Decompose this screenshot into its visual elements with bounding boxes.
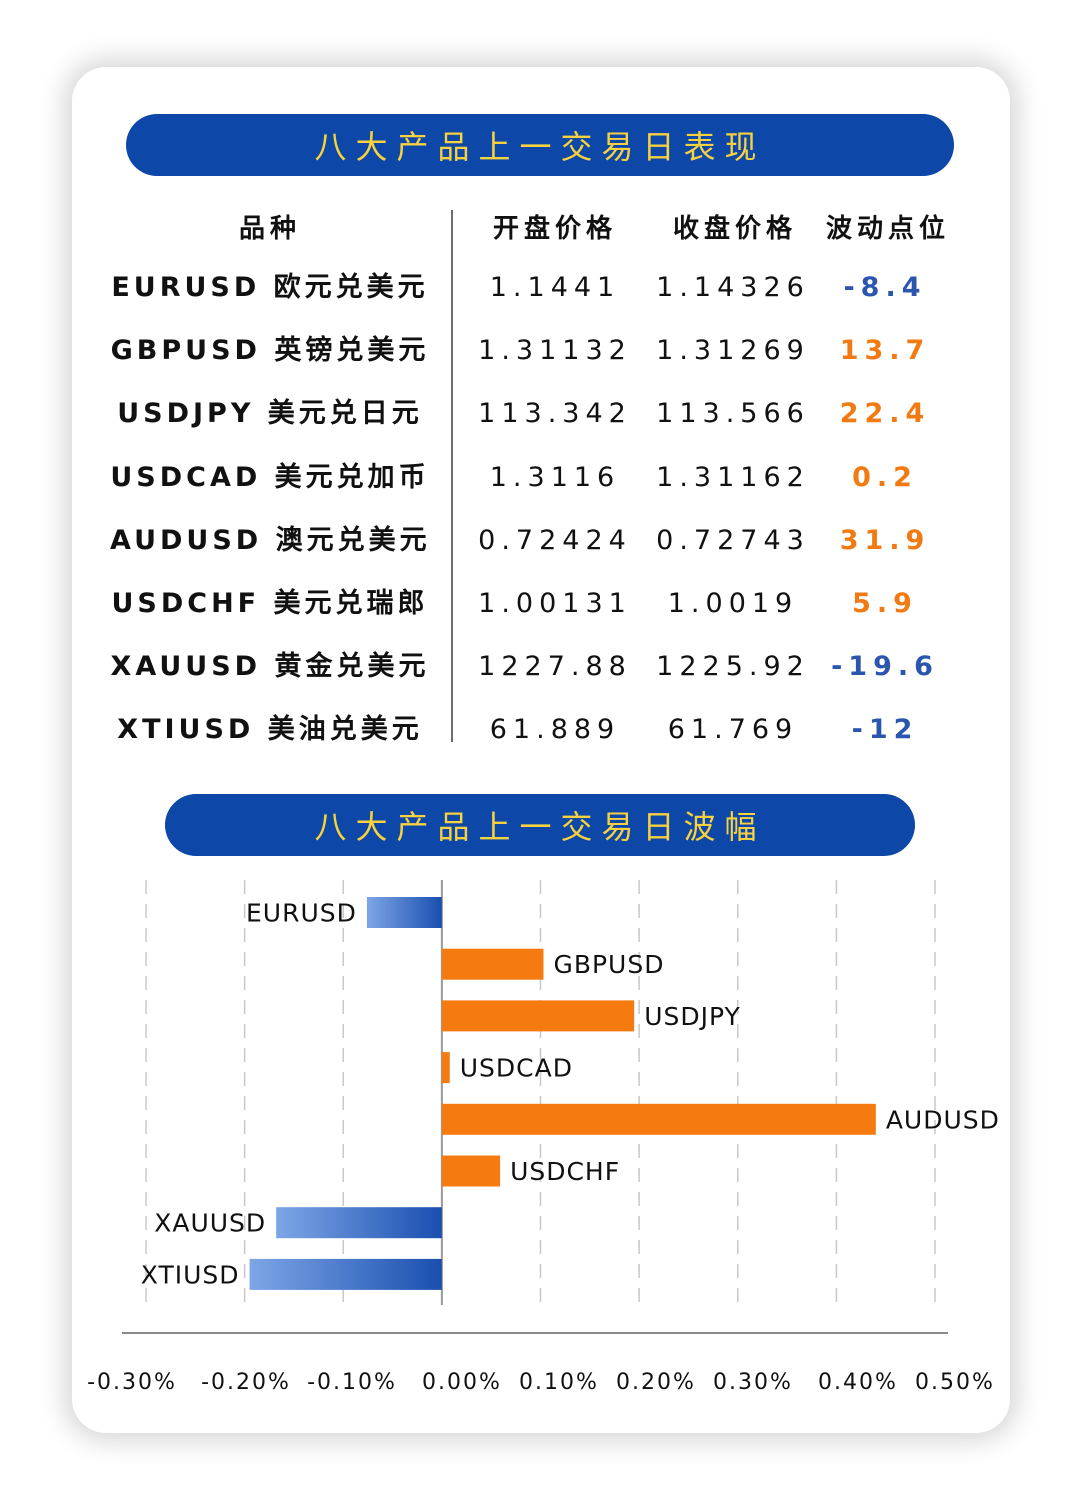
- bar-xauusd: [276, 1207, 442, 1239]
- x-tick-label: 0.50%: [915, 1370, 995, 1395]
- table-row: USDJPY 美元兑日元 113.342 113.566 22.4: [0, 394, 1080, 434]
- open-price-cell: 1.3116: [489, 461, 621, 493]
- table-row: XAUUSD 黄金兑美元 1227.88 1225.92 -19.6: [0, 647, 1080, 687]
- symbol-cell: USDCHF 美元兑瑞郎: [111, 588, 429, 619]
- chart-title-banner: 八大产品上一交易日波幅: [165, 794, 915, 856]
- table-row: USDCAD 美元兑加币 1.3116 1.31162 0.2: [0, 458, 1080, 498]
- header-change: 波动点位: [825, 214, 950, 244]
- open-price-cell: 1227.88: [478, 651, 632, 683]
- x-tick-label: -0.10%: [307, 1370, 397, 1395]
- symbol-cell: GBPUSD 英镑兑美元: [110, 335, 430, 367]
- bar-label: USDCAD: [460, 1054, 573, 1083]
- bar-audusd: [441, 1103, 876, 1135]
- change-points-cell: -19.6: [831, 651, 939, 683]
- change-points-cell: 5.9: [852, 588, 918, 619]
- bar-usdjpy: [441, 1000, 635, 1032]
- x-tick-label: 0.20%: [616, 1370, 696, 1395]
- column-divider: [451, 210, 453, 742]
- table-row: AUDUSD 澳元兑美元 0.72424 0.72743 31.9: [0, 521, 1080, 561]
- bar-label: AUDUSD: [886, 1105, 1000, 1134]
- x-tick-label: 0.30%: [713, 1370, 793, 1395]
- symbol-cell: XAUUSD 黄金兑美元: [110, 651, 430, 683]
- change-points-cell: 0.2: [852, 461, 918, 493]
- close-price-cell: 1.0019: [667, 588, 799, 619]
- symbol-cell: USDCAD 美元兑加币: [110, 461, 430, 493]
- change-points-cell: 13.7: [839, 335, 931, 367]
- x-tick-label: 0.10%: [519, 1370, 599, 1395]
- bar-usdcad: [441, 1052, 450, 1084]
- x-tick-label: 0.40%: [818, 1370, 898, 1395]
- open-price-cell: 0.72424: [478, 524, 632, 556]
- change-points-cell: 31.9: [839, 524, 931, 556]
- symbol-cell: EURUSD 欧元兑美元: [111, 272, 429, 303]
- bar-label: GBPUSD: [553, 950, 664, 979]
- table-title-banner: 八大产品上一交易日表现: [126, 114, 954, 176]
- close-price-cell: 113.566: [656, 398, 810, 430]
- open-price-cell: 1.31132: [478, 335, 632, 367]
- bar-label: EURUSD: [246, 899, 357, 928]
- x-tick-label: 0.00%: [422, 1370, 502, 1395]
- bar-xtiusd: [249, 1258, 442, 1290]
- x-tick-label: -0.20%: [201, 1370, 291, 1395]
- bar-label: XAUUSD: [154, 1209, 266, 1238]
- bar-label: XTIUSD: [141, 1260, 240, 1289]
- change-points-cell: 22.4: [839, 398, 931, 430]
- close-price-cell: 1.14326: [656, 272, 810, 303]
- bar-label: USDJPY: [644, 1002, 741, 1031]
- close-price-cell: 0.72743: [656, 524, 810, 556]
- open-price-cell: 1.1441: [489, 272, 621, 303]
- table-row: XTIUSD 美油兑美元 61.889 61.769 -12: [0, 710, 1080, 750]
- change-points-cell: -12: [851, 714, 919, 746]
- table-row: USDCHF 美元兑瑞郎 1.00131 1.0019 5.9: [0, 584, 1080, 624]
- close-price-cell: 1.31162: [656, 461, 810, 493]
- header-open: 开盘价格: [492, 214, 617, 244]
- table-row: EURUSD 欧元兑美元 1.1441 1.14326 -8.4: [0, 268, 1080, 308]
- symbol-cell: USDJPY 美元兑日元: [117, 398, 423, 430]
- open-price-cell: 61.889: [489, 714, 621, 746]
- symbol-cell: XTIUSD 美油兑美元: [117, 714, 423, 746]
- header-symbol: 品种: [238, 214, 301, 244]
- bar-label: USDCHF: [510, 1157, 620, 1186]
- chart-title: 八大产品上一交易日波幅: [314, 808, 766, 846]
- symbol-cell: AUDUSD 澳元兑美元: [110, 524, 431, 556]
- close-price-cell: 1225.92: [656, 651, 810, 683]
- close-price-cell: 61.769: [667, 714, 799, 746]
- bar-gbpusd: [441, 948, 544, 980]
- header-close: 收盘价格: [672, 214, 797, 244]
- close-price-cell: 1.31269: [656, 335, 810, 367]
- table-row: GBPUSD 英镑兑美元 1.31132 1.31269 13.7: [0, 331, 1080, 371]
- table-title: 八大产品上一交易日表现: [314, 128, 766, 166]
- bar-usdchf: [441, 1155, 501, 1187]
- x-tick-label: -0.30%: [87, 1370, 177, 1395]
- change-points-cell: -8.4: [843, 272, 927, 303]
- bar-eurusd: [366, 897, 442, 928]
- open-price-cell: 113.342: [478, 398, 632, 430]
- open-price-cell: 1.00131: [478, 588, 632, 619]
